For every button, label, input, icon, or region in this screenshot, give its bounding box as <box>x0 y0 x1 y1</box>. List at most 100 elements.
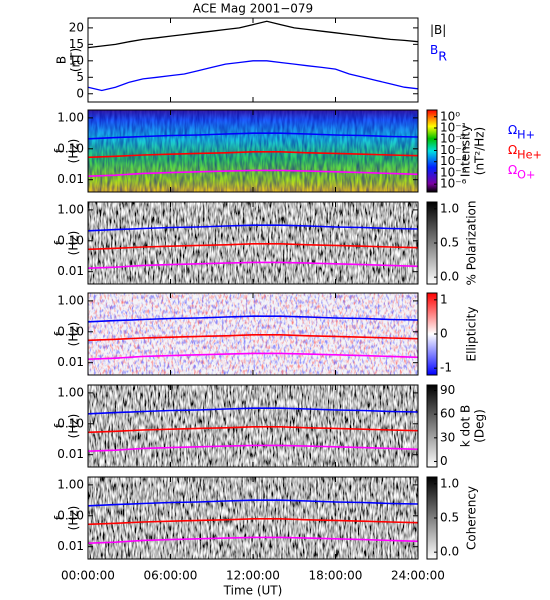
x-axis-label: Time (UT) <box>223 584 283 598</box>
x-tick-label: 00:00:00 <box>61 569 115 583</box>
y-axis-label: f <box>53 331 67 336</box>
panel-frame <box>87 201 419 285</box>
data-line <box>87 20 419 49</box>
x-tick-label: 24:00:00 <box>391 569 445 583</box>
y-tick-label: 0.01 <box>57 264 84 278</box>
y-axis-unit: (Hz) <box>67 231 81 256</box>
y-axis-label: f <box>53 515 67 520</box>
legend-entry: ΩHe+ <box>508 143 542 162</box>
y-tick-label: 0 <box>76 86 84 100</box>
data-line <box>87 518 419 526</box>
colorbar-tick-label: 0.0 <box>440 270 459 284</box>
data-line <box>87 352 419 360</box>
data-line <box>87 60 419 92</box>
panel-frame <box>87 476 419 560</box>
y-tick-label: 1.00 <box>57 110 84 124</box>
panel-frame <box>87 109 419 193</box>
y-axis-unit: (Hz) <box>67 506 81 531</box>
legend-subscript: O+ <box>517 169 535 182</box>
legend-subscript: H+ <box>517 129 535 142</box>
colorbar-tick-label: 10⁰ <box>440 109 460 123</box>
legend-label: |B| <box>430 23 446 37</box>
y-axis-unit: (Hz) <box>67 322 81 347</box>
y-tick-label: 0.01 <box>57 539 84 553</box>
y-tick-label: 0.10 <box>57 141 84 155</box>
y-tick-label: 15 <box>69 37 84 51</box>
y-axis-label: B <box>55 56 69 64</box>
y-axis-unit: (nT) <box>69 48 83 72</box>
y-tick-label: 5 <box>76 70 84 84</box>
legend-entry: BR <box>430 43 447 63</box>
colorbar-tick-label: 1 <box>440 292 448 306</box>
colorbar-tick-label: 30 <box>440 430 455 444</box>
y-tick-label: 0.10 <box>57 508 84 522</box>
y-tick-label: 0.01 <box>57 447 84 461</box>
colorbar-tick-label: 1.0 <box>440 201 459 215</box>
y-tick-label: 0.10 <box>57 324 84 338</box>
data-line <box>87 151 419 159</box>
colorbar-tick-label: -1 <box>440 361 452 375</box>
legend-label: Ω <box>508 163 517 177</box>
colorbar-tick-label: 0.0 <box>440 545 459 559</box>
y-axis-unit: (Hz) <box>67 139 81 164</box>
colorbar-label: Intensity <box>459 125 473 177</box>
colorbar <box>426 109 438 193</box>
data-line <box>87 426 419 434</box>
colorbar-tick-label: 0 <box>440 454 448 468</box>
legend-subscript: He+ <box>517 149 542 162</box>
y-axis-unit: (Hz) <box>67 414 81 439</box>
colorbar-label: Ellipticity <box>465 307 479 362</box>
legend-label: Ω <box>508 143 517 157</box>
colorbar-unit: (Deg) <box>473 409 487 443</box>
y-axis-label: f <box>53 148 67 153</box>
data-line <box>87 536 419 544</box>
data-line <box>87 334 419 342</box>
y-tick-label: 1.00 <box>57 385 84 399</box>
legend-entry: ΩO+ <box>508 163 535 182</box>
colorbar-tick-label: 0.5 <box>440 511 459 525</box>
legend-subscript: R <box>438 48 447 63</box>
x-tick-label: 18:00:00 <box>309 569 363 583</box>
y-tick-label: 1.00 <box>57 202 84 216</box>
data-line <box>87 243 419 251</box>
y-tick-label: 0.01 <box>57 355 84 369</box>
data-line <box>87 261 419 269</box>
y-tick-label: 0.01 <box>57 172 84 186</box>
data-line <box>87 315 419 323</box>
panel-frame <box>87 384 419 468</box>
y-tick-label: 0.10 <box>57 233 84 247</box>
y-tick-label: 0.10 <box>57 416 84 430</box>
y-tick-label: 1.00 <box>57 293 84 307</box>
colorbar-tick-label: 1.0 <box>440 476 459 490</box>
legend-label: Ω <box>508 123 517 137</box>
y-axis-label: f <box>53 240 67 245</box>
legend-entry: ΩH+ <box>508 123 535 142</box>
data-line <box>87 499 419 507</box>
colorbar-tick-label: 0 <box>440 327 448 341</box>
colorbar-tick-label: 10⁻⁶ <box>440 177 467 191</box>
data-line <box>87 132 419 140</box>
colorbar <box>426 384 438 468</box>
panel-frame <box>87 292 419 376</box>
y-tick-label: 20 <box>69 20 84 34</box>
chart-title: ACE Mag 2001−079 <box>193 2 313 16</box>
colorbar-tick-label: 10⁻⁵ <box>440 165 467 179</box>
y-tick-label: 1.00 <box>57 477 84 491</box>
legend-label: B <box>430 43 438 57</box>
legend-entry: |B| <box>430 23 446 37</box>
colorbar-tick-label: 10⁻¹ <box>440 120 467 134</box>
x-tick-label: 12:00:00 <box>226 569 280 583</box>
colorbar-label: k dot B <box>459 405 473 447</box>
colorbar-tick-label: 10⁻² <box>440 132 467 146</box>
data-line <box>87 169 419 177</box>
panel-frame <box>87 17 419 103</box>
y-tick-label: 10 <box>69 53 84 67</box>
data-line <box>87 224 419 232</box>
data-line <box>87 444 419 452</box>
colorbar-tick-label: 10⁻⁴ <box>440 154 467 168</box>
colorbar-tick-label: 0.5 <box>440 236 459 250</box>
x-tick-label: 06:00:00 <box>144 569 198 583</box>
colorbar-unit: (nT²/Hz) <box>473 127 487 175</box>
colorbar-tick-label: 10⁻³ <box>440 143 467 157</box>
